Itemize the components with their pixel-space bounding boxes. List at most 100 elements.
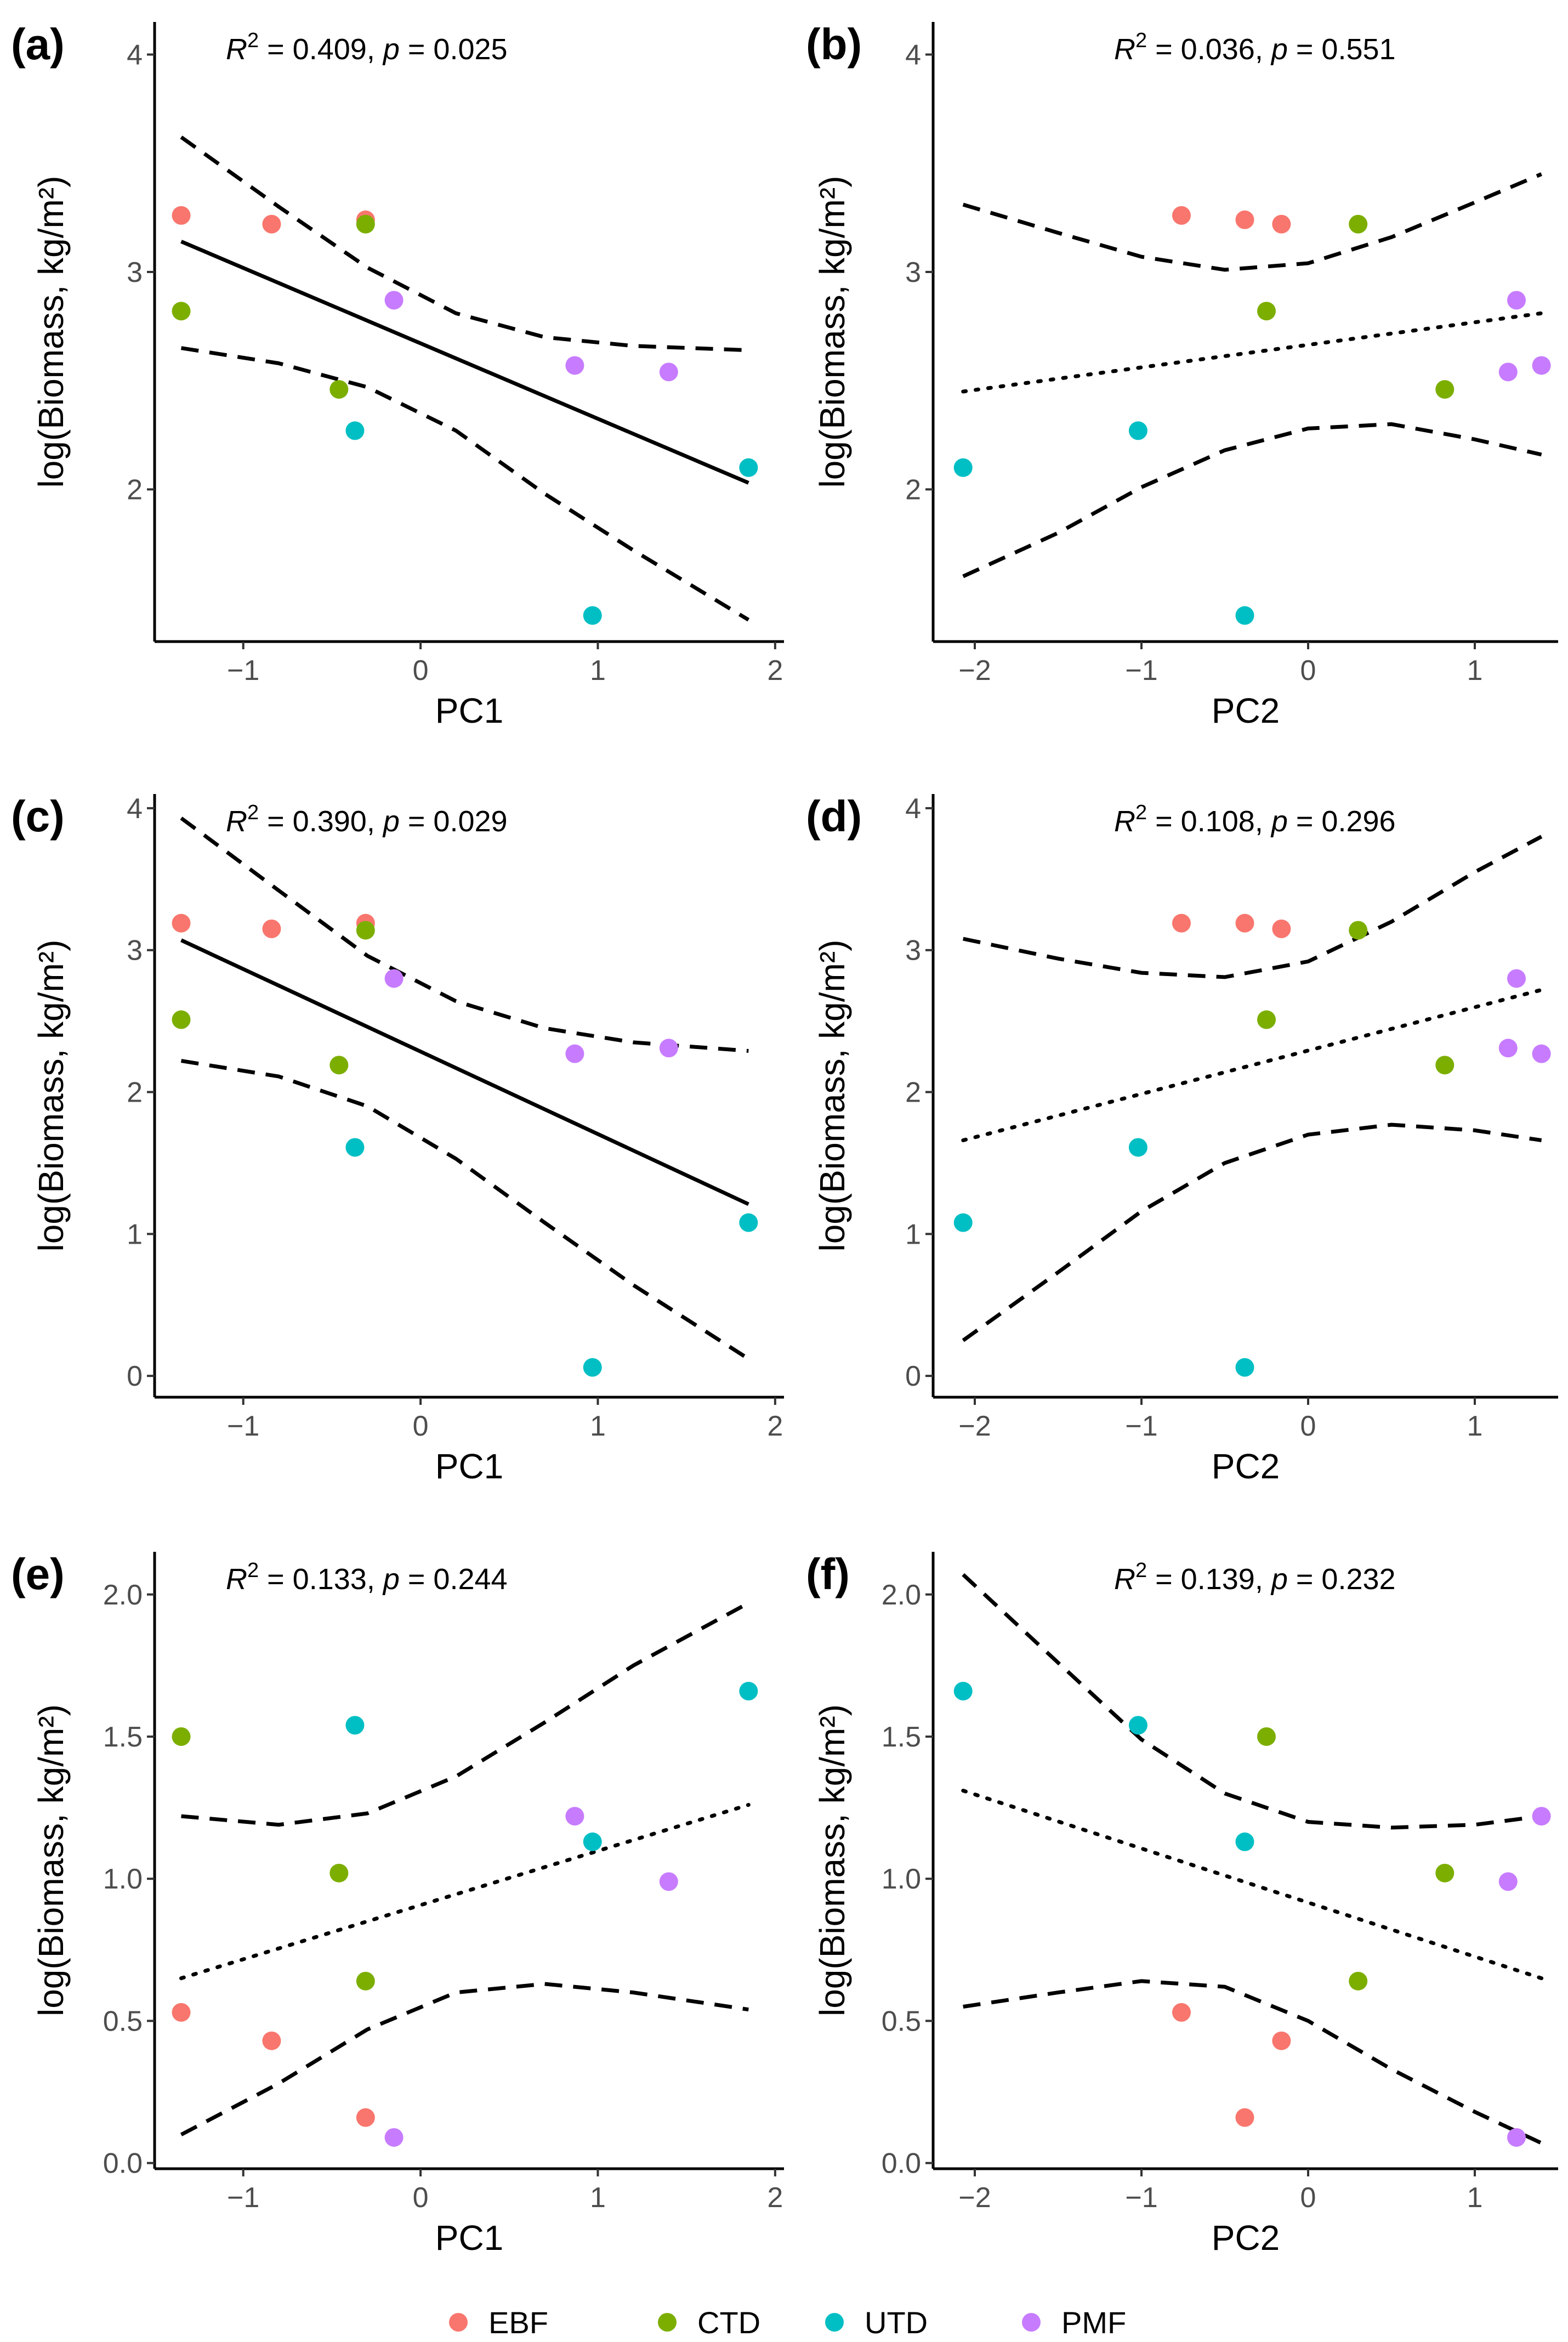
x-tick-label: 2 xyxy=(767,655,783,687)
y-tick-label: 2 xyxy=(127,1077,143,1109)
data-point-utd xyxy=(1235,1832,1254,1851)
x-tick-label: 2 xyxy=(767,2182,783,2214)
data-point-pmf xyxy=(659,1872,678,1891)
ci-upper-curve xyxy=(180,135,749,353)
regression-line xyxy=(180,938,749,1206)
data-point-pmf xyxy=(384,291,404,310)
panel-label: (b) xyxy=(806,20,862,69)
panel-label: (a) xyxy=(11,20,65,69)
data-point-pmf xyxy=(1507,969,1526,988)
data-point-pmf xyxy=(565,356,584,375)
data-point-ctd xyxy=(329,1056,349,1075)
data-point-ctd xyxy=(1435,380,1455,399)
x-tick-label: 0 xyxy=(413,2182,429,2214)
y-tick-label: 2 xyxy=(905,474,921,506)
data-point-ebf xyxy=(262,214,281,234)
legend: EBF CTD UTD PMF xyxy=(449,2305,1126,2340)
y-tick-label: 3 xyxy=(905,257,921,288)
legend-key-ebf xyxy=(449,2313,468,2332)
legend-key-pmf xyxy=(1022,2313,1041,2332)
data-point-ctd xyxy=(356,1971,375,1991)
data-point-ebf xyxy=(172,2003,191,2022)
x-tick-label: 0 xyxy=(1300,655,1316,687)
y-tick-label: 4 xyxy=(905,793,921,825)
y-tick-label: 1.0 xyxy=(882,1863,921,1895)
legend-label-utd: UTD xyxy=(865,2305,928,2340)
panel-label: (e) xyxy=(11,1550,65,1598)
data-point-ebf xyxy=(1235,2108,1254,2127)
stats-annotation: R2 = 0.390, p = 0.029 xyxy=(226,801,508,838)
regression-line xyxy=(180,240,749,485)
x-tick-label: 0 xyxy=(413,1410,429,1442)
x-tick-label: −1 xyxy=(227,2182,259,2214)
x-tick-label: −1 xyxy=(1125,655,1157,687)
data-point-pmf xyxy=(1498,362,1518,382)
data-point-utd xyxy=(739,458,758,477)
data-point-utd xyxy=(583,1358,602,1377)
data-point-ctd xyxy=(1435,1863,1455,1882)
data-point-utd xyxy=(345,1716,365,1735)
legend-label-ebf: EBF xyxy=(488,2305,548,2340)
x-axis-title: PC1 xyxy=(435,1447,504,1486)
data-point-utd xyxy=(1128,1716,1147,1735)
legend-key-ctd xyxy=(658,2313,677,2332)
y-tick-label: 1.5 xyxy=(882,1721,921,1753)
x-axis-title: PC1 xyxy=(435,691,504,730)
data-point-ctd xyxy=(356,921,375,940)
panel-d: 0 1 2 3 4 −2 −1 0 1 PC2 log(Biomass, kg/m²) (d) R2 =… xyxy=(806,792,1558,1486)
x-tick-label: 1 xyxy=(1467,655,1483,687)
y-tick-label: 1 xyxy=(127,1218,143,1250)
y-tick-label: 0.0 xyxy=(103,2148,143,2180)
y-axis-title: log(Biomass, kg/m²) xyxy=(813,1704,852,2016)
data-point-pmf xyxy=(1532,1044,1551,1063)
ci-lower-curve xyxy=(180,1059,750,1361)
panel-b: 2 3 4 −2 −1 0 1 PC2 log(Biomass, kg/m²) (b) R2 = 0… xyxy=(806,20,1558,730)
data-point-pmf xyxy=(565,1807,584,1826)
y-tick-label: 0 xyxy=(905,1360,921,1392)
panel-f: 0.0 0.5 1.0 1.5 2.0 −2 −1 0 1 PC2 log(Biomass, kg/… xyxy=(806,1550,1558,2258)
data-point-ebf xyxy=(1272,919,1291,938)
data-point-pmf xyxy=(565,1044,584,1063)
panel-label: (f) xyxy=(806,1550,850,1598)
regression-line xyxy=(179,1802,751,1981)
y-tick-label: 0.0 xyxy=(882,2148,921,2180)
data-point-utd xyxy=(739,1213,758,1232)
data-point-ctd xyxy=(1349,214,1368,234)
data-point-ctd xyxy=(172,1727,191,1746)
y-tick-label: 2 xyxy=(905,1077,921,1109)
x-axis-title: PC1 xyxy=(435,2218,504,2258)
panel-e: 0.0 0.5 1.0 1.5 2.0 −1 0 1 2 PC1 log(Biomass, kg/m… xyxy=(11,1550,784,2258)
data-point-pmf xyxy=(1498,1872,1518,1891)
legend-key-utd xyxy=(825,2313,844,2332)
x-axis-title: PC2 xyxy=(1212,2218,1280,2258)
data-point-utd xyxy=(345,1138,365,1157)
y-tick-label: 4 xyxy=(127,793,143,825)
panel-c: 0 1 2 3 4 −1 0 1 2 PC1 log(Biomass, kg/m²) (c) R2 = … xyxy=(11,792,784,1486)
ci-lower-curve xyxy=(963,1979,1543,2145)
ci-upper-curve xyxy=(181,1601,749,1827)
y-axis-title: log(Biomass, kg/m²) xyxy=(31,1704,71,2016)
x-tick-label: −1 xyxy=(227,655,259,687)
ci-upper-curve xyxy=(180,816,749,1053)
data-point-utd xyxy=(953,1213,973,1232)
data-point-pmf xyxy=(1507,291,1526,310)
regression-line xyxy=(961,311,1544,394)
data-point-pmf xyxy=(384,2128,404,2147)
x-tick-label: −1 xyxy=(1125,1410,1157,1442)
y-tick-label: 1.5 xyxy=(103,1721,143,1753)
y-tick-label: 3 xyxy=(127,257,143,288)
data-point-utd xyxy=(953,458,973,477)
y-axis-title: log(Biomass, kg/m²) xyxy=(31,176,71,488)
x-tick-label: 2 xyxy=(767,1410,783,1442)
data-point-pmf xyxy=(659,1039,678,1058)
data-point-ebf xyxy=(1272,2031,1291,2050)
ci-upper-curve xyxy=(962,1573,1542,1830)
data-point-pmf xyxy=(1498,1039,1518,1058)
x-tick-label: 1 xyxy=(590,2182,606,2214)
y-tick-label: 2.0 xyxy=(882,1579,921,1611)
data-point-ebf xyxy=(356,2108,375,2127)
data-point-utd xyxy=(739,1682,758,1701)
y-tick-label: 0.5 xyxy=(103,2005,143,2037)
data-point-ctd xyxy=(1435,1056,1455,1075)
data-point-ebf xyxy=(1172,206,1191,225)
